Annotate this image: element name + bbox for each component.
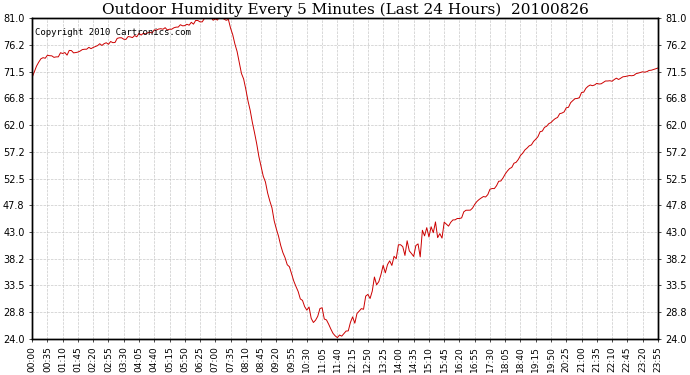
Title: Outdoor Humidity Every 5 Minutes (Last 24 Hours)  20100826: Outdoor Humidity Every 5 Minutes (Last 2… [101,3,589,17]
Text: Copyright 2010 Cartronics.com: Copyright 2010 Cartronics.com [35,28,191,37]
